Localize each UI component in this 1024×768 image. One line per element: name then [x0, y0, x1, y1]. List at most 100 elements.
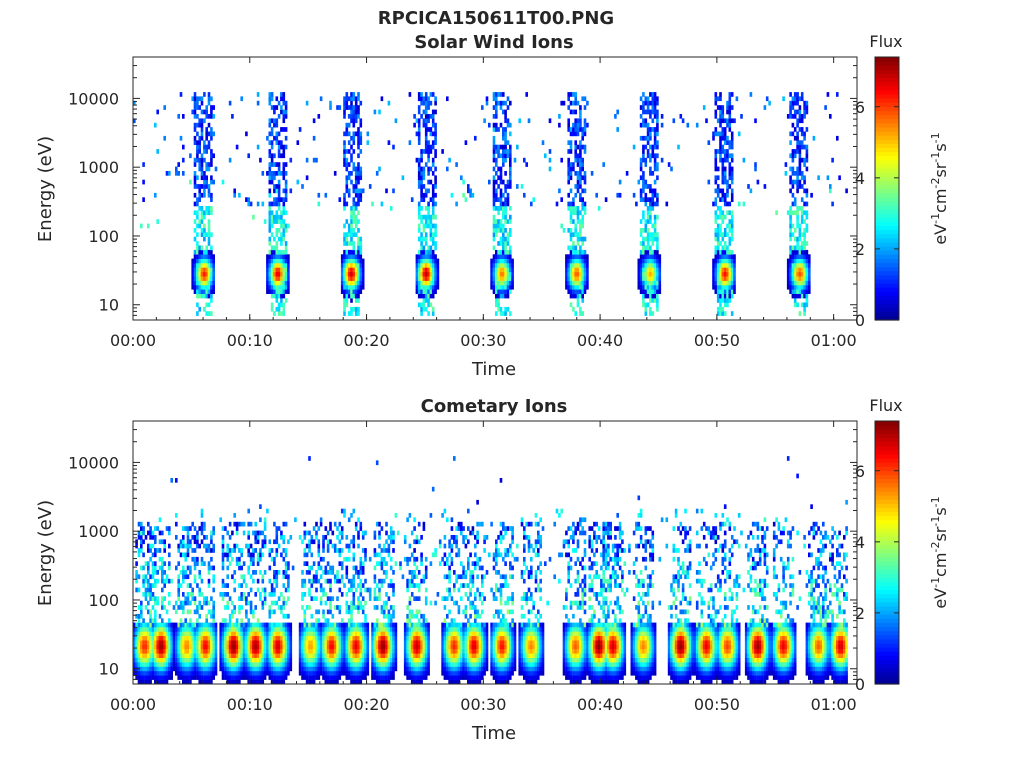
heatmap-cell [644, 157, 648, 163]
heatmap-cell [193, 179, 197, 185]
heatmap-cell [728, 293, 732, 299]
heatmap-cell [303, 662, 307, 667]
heatmap-cell [581, 271, 584, 277]
heatmap-cell [354, 184, 358, 189]
heatmap-cell [354, 258, 358, 264]
heatmap-cell [646, 219, 650, 224]
heatmap-cell [224, 627, 227, 632]
heatmap-cell [284, 127, 288, 132]
heatmap-cell [156, 648, 159, 654]
heatmap-cell [714, 179, 718, 185]
heatmap-cell [144, 596, 148, 601]
heatmap-cell [798, 271, 802, 277]
heatmap-cell [268, 263, 272, 268]
heatmap-cell [359, 118, 363, 124]
heatmap-cell [282, 622, 286, 628]
heatmap-cell [352, 131, 356, 137]
heatmap-cell [284, 263, 288, 268]
heatmap-cell [207, 100, 211, 106]
heatmap-cell [268, 670, 272, 676]
heatmap-cell [581, 293, 584, 299]
heatmap-cell [639, 271, 643, 277]
heatmap-cell [565, 280, 568, 286]
heatmap-cell [749, 188, 753, 194]
heatmap-cell [345, 640, 349, 645]
heatmap-cell [147, 666, 150, 672]
heatmap-cell [315, 666, 318, 672]
heatmap-cell [254, 521, 257, 527]
heatmap-cell [254, 570, 257, 575]
heatmap-cell [712, 201, 715, 207]
heatmap-cell [642, 171, 645, 176]
heatmap-cell [280, 267, 283, 273]
heatmap-cell [317, 644, 321, 650]
heatmap-cell [345, 254, 349, 259]
heatmap-cell [420, 293, 423, 299]
heatmap-cell [343, 513, 346, 518]
heatmap-cell [754, 166, 757, 172]
heatmap-cell [646, 267, 650, 273]
heatmap-cell [572, 109, 575, 115]
heatmap-cell [728, 201, 732, 207]
heatmap-cell [270, 635, 274, 641]
heatmap-cell [798, 149, 802, 154]
heatmap-cell [420, 236, 423, 242]
heatmap-cell [137, 640, 141, 645]
heatmap-cell [326, 662, 330, 667]
heatmap-cell [572, 100, 575, 106]
heatmap-cell [796, 302, 799, 308]
heatmap-cell [207, 280, 211, 286]
heatmap-cell [656, 118, 659, 124]
heatmap-cell [179, 627, 183, 632]
heatmap-cell [277, 640, 281, 645]
heatmap-cell [256, 144, 260, 150]
heatmap-cell [427, 157, 430, 163]
heatmap-cell [282, 640, 286, 645]
heatmap-cell [210, 127, 213, 132]
heatmap-cell [429, 280, 433, 286]
heatmap-cell [357, 201, 360, 207]
heatmap-cell [210, 254, 213, 259]
heatmap-cell [714, 219, 718, 224]
heatmap-cell [497, 149, 500, 154]
heatmap-cell [350, 271, 353, 277]
heatmap-cell [221, 552, 225, 558]
heatmap-cell [572, 219, 575, 224]
heatmap-cell [714, 271, 718, 277]
heatmap-cell [140, 666, 143, 672]
heatmap-cell [147, 635, 150, 641]
heatmap-cell [196, 644, 199, 650]
heatmap-cell [282, 675, 286, 680]
heatmap-cell [576, 219, 580, 224]
heatmap-cell [653, 100, 657, 106]
heatmap-cell [277, 627, 281, 632]
heatmap-cell [259, 157, 262, 163]
heatmap-cell [184, 627, 187, 632]
heatmap-cell [333, 521, 337, 527]
heatmap-cell [707, 179, 711, 185]
heatmap-cell [135, 561, 138, 566]
heatmap-cell [170, 622, 173, 628]
heatmap-cell [730, 228, 734, 233]
heatmap-cell [184, 600, 187, 606]
heatmap-cell [315, 535, 318, 540]
heatmap-cell [347, 267, 351, 273]
heatmap-cell [280, 127, 283, 132]
heatmap-cell [646, 232, 650, 237]
heatmap-cell [357, 92, 360, 97]
heatmap-cell [569, 263, 573, 268]
heatmap-cell [275, 535, 279, 540]
heatmap-cell [179, 92, 183, 97]
heatmap-cell [280, 153, 283, 159]
heatmap-cell [224, 662, 227, 667]
heatmap-cell [275, 131, 279, 137]
heatmap-cell [333, 543, 337, 549]
heatmap-cell [642, 105, 645, 110]
heatmap-cell [193, 640, 197, 645]
heatmap-cell [317, 670, 321, 676]
heatmap-cell [280, 592, 283, 597]
heatmap-cell [569, 206, 573, 211]
heatmap-cell [163, 657, 166, 663]
heatmap-cell [301, 644, 304, 650]
heatmap-cell [177, 162, 180, 167]
